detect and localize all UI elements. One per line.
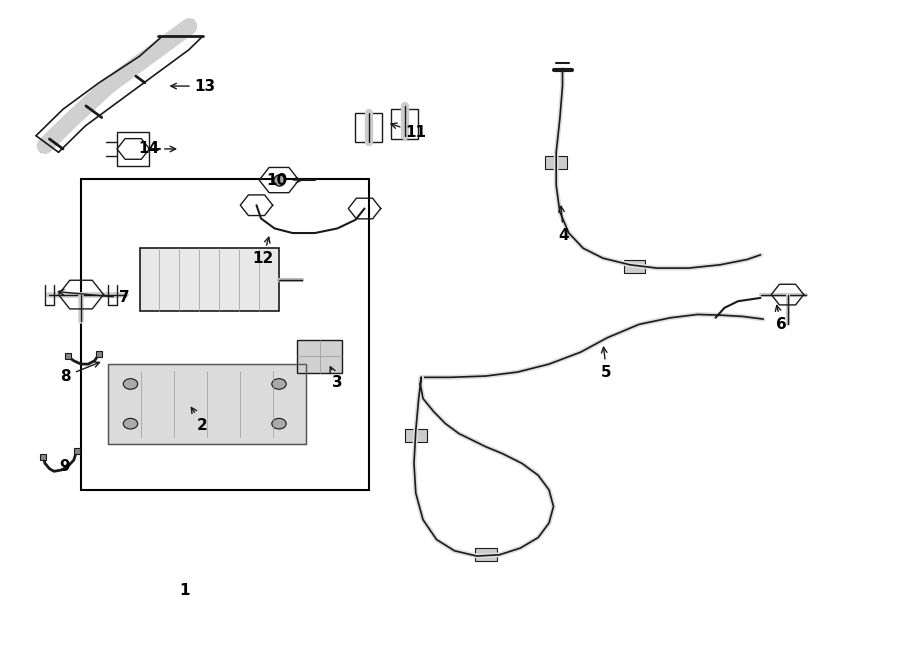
Circle shape [123,418,138,429]
Bar [297,340,342,373]
Text: 6: 6 [775,305,787,332]
Text: 3: 3 [330,367,343,390]
Circle shape [272,379,286,389]
Bar [81,179,369,490]
Bar [140,248,279,311]
Text: 14: 14 [138,142,176,156]
Bar [392,109,418,139]
Text: 4: 4 [558,207,569,242]
Bar [108,364,306,444]
Text: 9: 9 [59,459,70,474]
Circle shape [123,379,138,389]
Text: 8: 8 [60,362,100,383]
Text: 10: 10 [266,173,302,187]
Text: 11: 11 [392,123,427,140]
Text: 2: 2 [192,408,208,432]
Text: 5: 5 [601,347,612,379]
Text: 7: 7 [58,289,130,305]
Bar [405,429,427,442]
Bar [356,113,382,142]
Text: 1: 1 [179,583,190,598]
Text: 13: 13 [171,79,216,93]
Bar [475,548,497,561]
Bar [545,156,567,169]
Circle shape [272,418,286,429]
Text: 12: 12 [252,237,274,265]
Bar [624,260,645,273]
